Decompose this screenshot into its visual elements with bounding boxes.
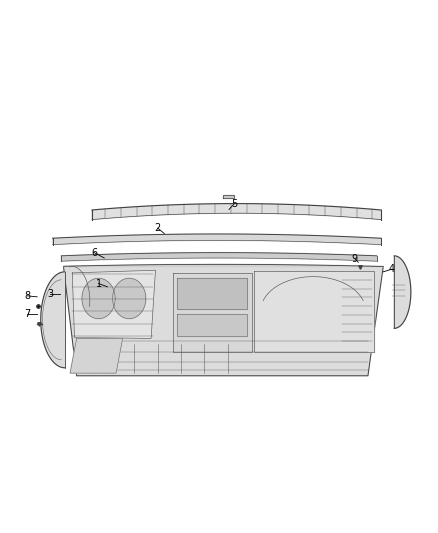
Text: 6: 6 <box>91 248 97 257</box>
Polygon shape <box>254 271 374 352</box>
Polygon shape <box>92 204 381 220</box>
Polygon shape <box>70 338 123 373</box>
Text: 1: 1 <box>95 279 102 288</box>
Polygon shape <box>64 264 383 266</box>
Text: 8: 8 <box>24 291 30 301</box>
Polygon shape <box>53 234 381 245</box>
Text: 7: 7 <box>24 310 30 319</box>
Text: 2: 2 <box>155 223 161 233</box>
Polygon shape <box>72 270 155 338</box>
Polygon shape <box>64 266 383 376</box>
Text: 3: 3 <box>47 289 53 299</box>
Text: 5: 5 <box>231 199 237 208</box>
Polygon shape <box>177 278 247 309</box>
Polygon shape <box>394 256 411 328</box>
Polygon shape <box>177 314 247 336</box>
Polygon shape <box>82 278 115 319</box>
Polygon shape <box>41 272 65 368</box>
Polygon shape <box>223 195 234 198</box>
Polygon shape <box>113 278 146 319</box>
Polygon shape <box>61 253 377 261</box>
Polygon shape <box>173 273 252 352</box>
Text: 4: 4 <box>389 264 395 274</box>
Text: 9: 9 <box>352 254 358 263</box>
